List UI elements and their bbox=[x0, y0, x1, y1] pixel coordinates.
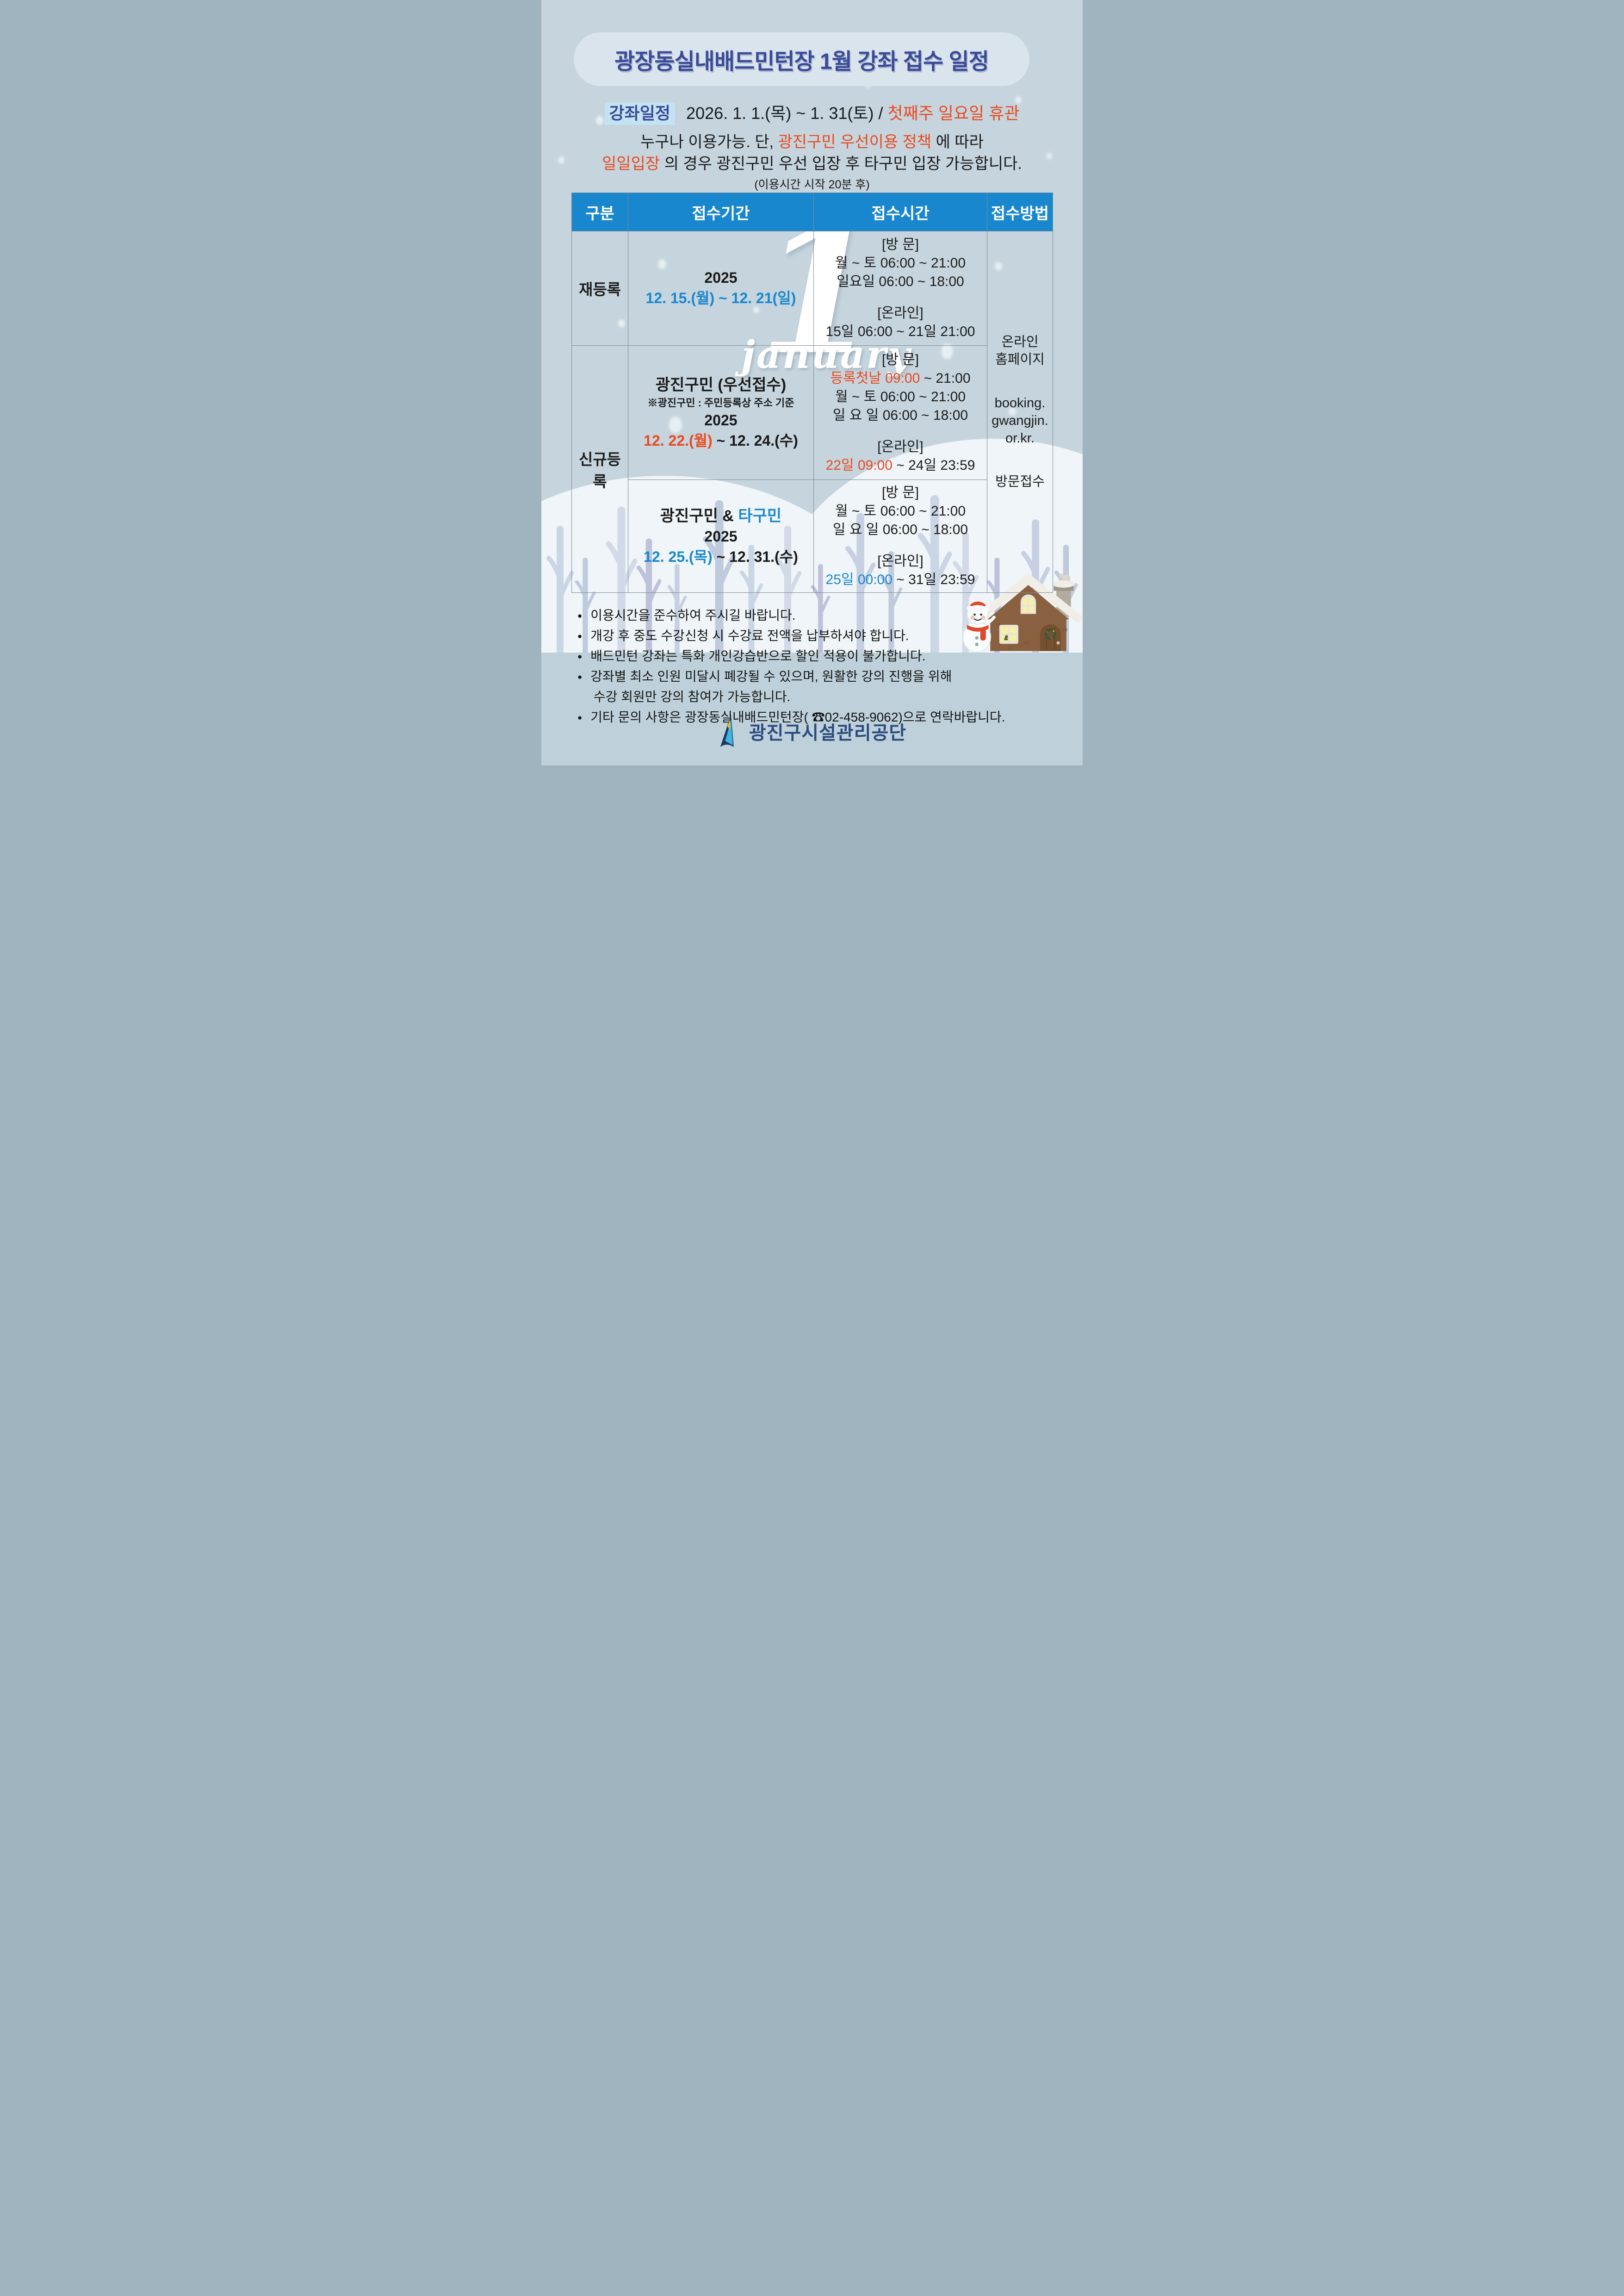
organization-logo: 광진구시설관리공단 bbox=[541, 714, 1083, 749]
period-dates-end: ~ 12. 31.(수) bbox=[712, 548, 798, 565]
cell-reregistration-label: 재등록 bbox=[571, 231, 628, 346]
period-title-gwangjin: 광진구민 & bbox=[660, 507, 738, 525]
period-year: 2025 bbox=[704, 528, 738, 545]
policy-line-2: 일일입장 의 경우 광진구민 우선 입장 후 타구민 입장 가능합니다. bbox=[541, 153, 1083, 174]
table-row-new-priority: 신규등록 광진구민 (우선접수) ※광진구민 : 주민등록상 주소 기준 202… bbox=[571, 345, 1053, 593]
cell-all-period: 광진구민 & 타구민 2025 12. 25.(목) ~ 12. 31.(수) bbox=[628, 479, 814, 593]
cell-reregistration-period: 2025 12. 15.(월) ~ 12. 21(일) bbox=[628, 231, 814, 346]
sail-logo-icon bbox=[720, 715, 734, 747]
notice-item: 이용시간을 준수하여 주시길 바랍니다. bbox=[577, 605, 1054, 626]
period-note: ※광진구민 : 주민등록상 주소 기준 bbox=[647, 397, 794, 409]
visit-header: [방 문] bbox=[881, 237, 919, 252]
row-label: 재등록 bbox=[578, 281, 621, 298]
policy-text: 의 경우 광진구민 우선 입장 후 타구민 입장 가능합니다. bbox=[664, 155, 1022, 173]
visit-hours: 월 ~ 토 06:00 ~ 21:00 bbox=[835, 503, 966, 519]
cell-all-time: [방 문] 월 ~ 토 06:00 ~ 21:00 일 요 일 06:00 ~ … bbox=[813, 479, 987, 593]
cell-priority-time: [방 문] 등록첫날 09:00 ~ 21:00 월 ~ 토 06:00 ~ 2… bbox=[813, 345, 987, 480]
notice-item: 배드민턴 강좌는 특화 개인강습반으로 할인 적용이 불가합니다. bbox=[577, 646, 1054, 666]
visit-first-day-end: ~ 21:00 bbox=[920, 370, 971, 386]
cell-registration-method: 온라인 홈페이지 booking. gwangjin. or.kr. 방문접수 bbox=[987, 231, 1053, 593]
visit-header: [방 문] bbox=[881, 485, 919, 500]
online-hours: 15일 06:00 ~ 21일 21:00 bbox=[825, 324, 975, 339]
online-header: [온라인] bbox=[877, 553, 924, 569]
header-cell-method: 접수방법 bbox=[987, 193, 1053, 231]
policy-highlight: 일일입장 bbox=[602, 155, 660, 173]
table-row-reregistration: 재등록 2025 12. 15.(월) ~ 12. 21(일) [방 문] 월 … bbox=[571, 231, 1053, 593]
notice-item: 개강 후 중도 수강신청 시 수강료 전액을 납부하셔야 합니다. bbox=[577, 626, 1054, 646]
cell-priority-period: 광진구민 (우선접수) ※광진구민 : 주민등록상 주소 기준 2025 12.… bbox=[628, 345, 814, 480]
header-cell-period: 접수기간 bbox=[628, 193, 814, 231]
winter-class-poster: 1 january 광장동실내배드민턴장 1월 강좌 접수 일정 강좌일정 20… bbox=[541, 0, 1083, 765]
visit-hours: 일요일 06:00 ~ 18:00 bbox=[837, 274, 964, 289]
period-dates-start: 12. 22.(월) bbox=[644, 432, 713, 449]
online-hours: 22일 09:00 ~ 24일 23:59 bbox=[826, 456, 975, 475]
schedule-period: 2026. 1. 1.(목) ~ 1. 31(토) / bbox=[686, 104, 888, 123]
period-title: 광진구민 & 타구민 bbox=[660, 505, 781, 527]
period-year: 2025 bbox=[704, 269, 738, 286]
title-banner: 광장동실내배드민턴장 1월 강좌 접수 일정 bbox=[574, 32, 1029, 86]
visit-hours: 등록첫날 09:00 ~ 21:00 bbox=[830, 369, 970, 388]
policy-line-1: 누구나 이용가능. 단, 광진구민 우선이용 정책 에 따라 bbox=[541, 131, 1083, 153]
period-dates-start: 12. 25.(목) bbox=[644, 548, 713, 565]
period-dates: 12. 25.(목) ~ 12. 31.(수) bbox=[644, 546, 798, 567]
visit-header: [방 문] bbox=[881, 352, 919, 367]
policy-text: 누구나 이용가능. 단, bbox=[640, 133, 778, 151]
online-start: 22일 09:00 bbox=[825, 457, 893, 473]
policy-note: (이용시간 시작 20분 후) bbox=[754, 178, 870, 191]
period-dates-end: ~ 12. 24.(수) bbox=[712, 432, 798, 449]
online-end: ~ 31일 23:59 bbox=[892, 572, 975, 587]
schedule-line: 강좌일정 2026. 1. 1.(목) ~ 1. 31(토) / 첫째주 일요일… bbox=[541, 102, 1083, 125]
method-visit: 방문접수 bbox=[995, 474, 1045, 489]
schedule-badge: 강좌일정 bbox=[604, 102, 676, 125]
cell-new-registration-label: 신규등록 bbox=[571, 345, 628, 593]
page-title: 광장동실내배드민턴장 1월 강좌 접수 일정 bbox=[614, 50, 989, 74]
row-label: 신규등록 bbox=[578, 450, 621, 490]
online-end: ~ 24일 23:59 bbox=[892, 457, 975, 473]
method-url: booking. bbox=[994, 396, 1046, 411]
method-homepage: 홈페이지 bbox=[995, 352, 1045, 367]
period-year: 2025 bbox=[704, 411, 738, 429]
visit-hours: 월 ~ 토 06:00 ~ 21:00 bbox=[835, 255, 966, 271]
policy-line-3: (이용시간 시작 20분 후) bbox=[541, 178, 1083, 192]
online-header: [온라인] bbox=[877, 439, 924, 454]
table-header-row: 구분 접수기간 접수시간 접수방법 bbox=[571, 193, 1053, 231]
organization-name: 광진구시설관리공단 bbox=[749, 723, 907, 743]
table-row-new-all: 광진구민 & 타구민 2025 12. 25.(목) ~ 12. 31.(수) … bbox=[572, 479, 1053, 593]
policy-text: 에 따라 bbox=[936, 133, 984, 151]
schedule-closed-note: 첫째주 일요일 휴관 bbox=[887, 104, 1020, 123]
period-title: 광진구민 (우선접수) bbox=[655, 376, 787, 394]
registration-schedule-table: 구분 접수기간 접수시간 접수방법 재등록 2025 12. 15.(월) ~ … bbox=[571, 193, 1053, 593]
visit-hours: 월 ~ 토 06:00 ~ 21:00 bbox=[835, 389, 966, 404]
notice-item: 강좌별 최소 인원 미달시 폐강될 수 있으며, 원활한 강의 진행을 위해 bbox=[577, 666, 1054, 687]
method-url: or.kr. bbox=[1005, 431, 1035, 446]
method-url: gwangjin. bbox=[992, 413, 1048, 428]
visit-hours: 일 요 일 06:00 ~ 18:00 bbox=[832, 522, 968, 537]
visit-hours: 일 요 일 06:00 ~ 18:00 bbox=[832, 407, 968, 423]
notice-list: 이용시간을 준수하여 주시길 바랍니다. 개강 후 중도 수강신청 시 수강료 … bbox=[577, 605, 1054, 728]
online-start: 25일 00:00 bbox=[825, 572, 893, 587]
online-hours: 25일 00:00 ~ 31일 23:59 bbox=[826, 571, 975, 589]
period-dates: 12. 15.(월) ~ 12. 21(일) bbox=[645, 290, 796, 306]
header-cell-category: 구분 bbox=[571, 193, 628, 231]
period-title-other: 타구민 bbox=[738, 507, 782, 525]
method-online: 온라인 bbox=[1001, 335, 1039, 349]
visit-first-day: 등록첫날 09:00 bbox=[830, 370, 920, 386]
header-cell-time: 접수시간 bbox=[813, 193, 987, 231]
online-header: [온라인] bbox=[877, 305, 924, 321]
policy-highlight: 광진구민 우선이용 정책 bbox=[778, 133, 932, 151]
cell-reregistration-time: [방 문] 월 ~ 토 06:00 ~ 21:00 일요일 06:00 ~ 18… bbox=[813, 231, 987, 346]
notice-item-continuation: 수강 회원만 강의 참여가 가능합니다. bbox=[594, 690, 791, 704]
period-dates: 12. 22.(월) ~ 12. 24.(수) bbox=[644, 430, 798, 451]
